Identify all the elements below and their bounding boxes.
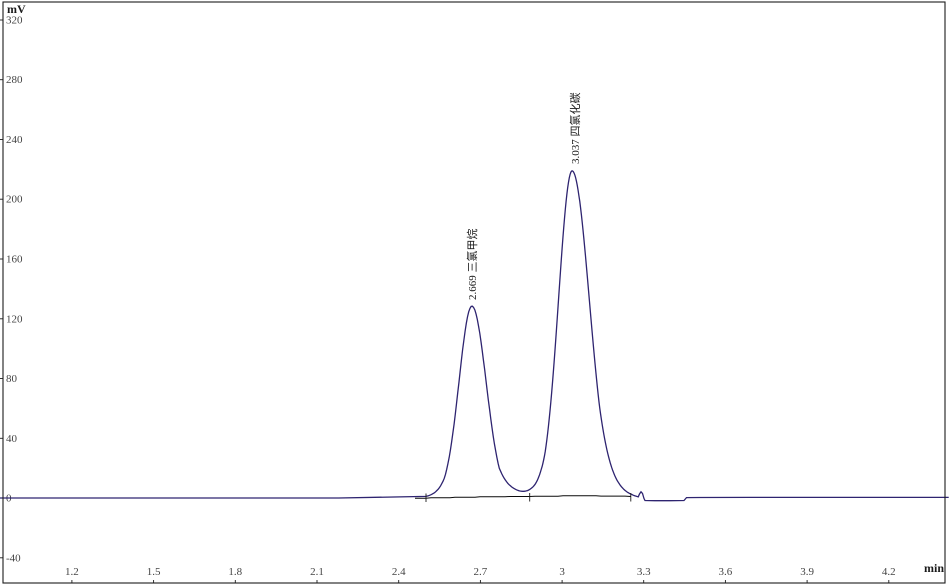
svg-text:3.037 四氯化碳: 3.037 四氯化碳 — [568, 93, 582, 165]
svg-text:40: 40 — [6, 433, 18, 445]
svg-text:1.8: 1.8 — [228, 566, 242, 578]
svg-text:3.6: 3.6 — [719, 566, 733, 578]
svg-text:2.7: 2.7 — [474, 566, 488, 578]
svg-text:1.2: 1.2 — [65, 566, 79, 578]
svg-text:mV: mV — [7, 2, 26, 16]
svg-text:200: 200 — [6, 194, 23, 206]
svg-text:3.3: 3.3 — [637, 566, 651, 578]
svg-text:3: 3 — [559, 566, 565, 578]
svg-text:min: min — [924, 561, 944, 575]
svg-text:240: 240 — [6, 134, 23, 146]
svg-text:4.2: 4.2 — [882, 566, 896, 578]
svg-text:120: 120 — [6, 313, 23, 325]
svg-text:-40: -40 — [6, 552, 21, 564]
svg-text:80: 80 — [6, 373, 18, 385]
svg-text:1.5: 1.5 — [147, 566, 161, 578]
svg-text:2.1: 2.1 — [310, 566, 324, 578]
svg-text:2.4: 2.4 — [392, 566, 406, 578]
svg-text:160: 160 — [6, 254, 23, 266]
svg-text:2.669 三氯甲烷: 2.669 三氯甲烷 — [465, 229, 479, 301]
svg-text:280: 280 — [6, 74, 23, 86]
svg-text:320: 320 — [6, 15, 23, 27]
svg-text:3.9: 3.9 — [800, 566, 814, 578]
